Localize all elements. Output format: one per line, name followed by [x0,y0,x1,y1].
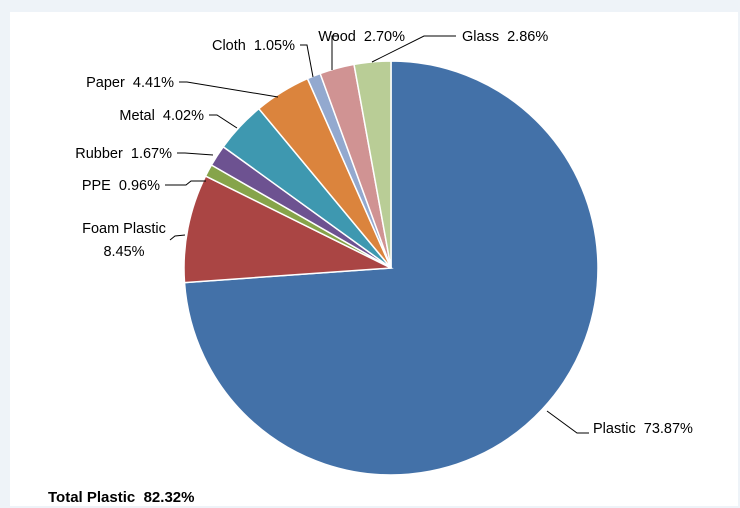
data-label-paper: Paper 4.41% [86,75,174,91]
leader-line-rubber [177,152,214,156]
total-plastic-label: Total Plastic [48,489,136,506]
data-label-rubber: Rubber 1.67% [75,146,172,162]
data-label-ppe: PPE 0.96% [82,178,160,194]
leader-line-ppe [165,180,206,186]
leader-line-glass [371,35,456,63]
slice-labels: Plastic 73.87% Foam Plastic 8.45% PPE 0.96%… [75,29,693,437]
leader-line-plastic [546,410,589,434]
leader-line-metal [209,114,238,129]
leader-line-wood [331,35,339,70]
data-label-name: Foam Plastic [82,221,166,237]
chart-area: Plastic 73.87% Foam Plastic 8.45% PPE 0.96%… [10,12,738,506]
pie-chart: Plastic 73.87% Foam Plastic 8.45% PPE 0.96%… [75,29,693,476]
leader-line-cloth [300,44,314,78]
data-label-foam-plastic: Foam Plastic 8.45% [82,221,166,260]
data-label-metal: Metal 4.02% [119,108,204,124]
leader-line-foam-plastic [169,234,186,241]
data-label-cloth: Cloth 1.05% [212,38,295,54]
data-label-value: 8.45% [103,244,144,260]
total-plastic-value: 82.32% [143,489,195,506]
pie-slices [183,60,599,476]
data-label-wood: Wood 2.70% [318,29,405,45]
data-label-plastic: Plastic 73.87% [593,421,693,437]
leader-lines [165,35,589,434]
total-plastic-annotation: Total Plastic 82.32% [48,489,194,506]
leader-line-paper [179,81,279,98]
data-label-glass: Glass 2.86% [462,29,548,45]
pie-slice-foam-plastic [183,175,394,284]
